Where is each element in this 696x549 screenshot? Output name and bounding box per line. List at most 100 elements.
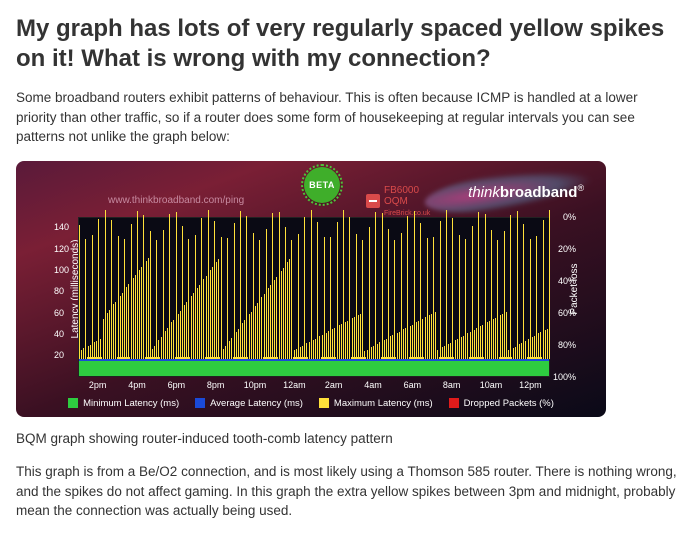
latency-spike [285,227,286,358]
bqm-chart: BETA www.thinkbroadband.com/ping FB6000 … [16,161,606,417]
legend-label: Maximum Latency (ms) [334,398,433,409]
latency-spike [388,229,389,359]
latency-spike [221,237,222,359]
latency-spike [319,336,320,359]
latency-spike [549,210,550,359]
legend-swatch [195,398,205,408]
latency-spike [401,233,402,359]
legend-item: Dropped Packets (%) [449,398,554,409]
latency-spike [339,325,340,358]
latency-spike [139,270,140,359]
x-tick: 12am [283,380,306,390]
latency-spike [543,220,544,359]
y-axis-right-label: Packet loss [569,263,580,314]
latency-spike [236,332,237,359]
latency-spike [92,235,93,358]
x-tick: 8am [443,380,461,390]
latency-spike [103,319,104,359]
latency-spike [334,328,335,359]
latency-spike [191,296,192,358]
latency-spike [478,212,479,359]
y-right-tick: 20% [558,244,576,254]
latency-spike [315,339,316,359]
latency-spike [231,338,232,359]
latency-spike [287,262,288,358]
legend-item: Maximum Latency (ms) [319,398,433,409]
latency-spike [399,332,400,359]
latency-spike [167,328,168,358]
latency-spike [182,226,183,358]
latency-spike [137,211,138,359]
spike-layer [79,218,549,376]
latency-spike [210,270,211,358]
x-tick: 4am [364,380,382,390]
latency-spike [163,230,164,359]
latency-spike [341,324,342,358]
legend-label: Average Latency (ms) [210,398,303,409]
latency-spike [405,328,406,359]
latency-spike [184,305,185,359]
firebrick-text: FB6000 OQM FireBrick.co.uk [384,185,430,218]
latency-spike [358,315,359,359]
latency-spike [197,288,198,359]
latency-spike [534,336,535,359]
latency-spike [227,238,228,359]
latency-spike [195,235,196,359]
latency-spike [343,210,344,358]
legend-swatch [319,398,329,408]
latency-spike [274,280,275,359]
latency-spike [107,313,108,359]
firebrick-icon [366,194,380,208]
latency-spike [206,276,207,359]
x-tick: 2am [325,380,343,390]
latency-spike [173,320,174,359]
latency-spike [216,262,217,359]
latency-spike [169,214,170,359]
latency-spike [234,223,235,358]
latency-spike [322,335,323,359]
latency-spike [332,329,333,359]
latency-spike [266,229,267,359]
latency-spike [214,221,215,359]
latency-spike [298,234,299,359]
latency-spike [148,258,149,359]
y-left-tick: 100 [54,265,69,275]
latency-spike [337,222,338,359]
latency-spike [467,333,468,359]
latency-spike [291,240,292,359]
legend-label: Minimum Latency (ms) [83,398,179,409]
latency-spike [517,211,518,359]
intro-paragraph: Some broadband routers exhibit patterns … [16,88,680,147]
latency-spike [251,312,252,359]
latency-spike [255,306,256,359]
x-tick: 10pm [244,380,267,390]
x-tick: 4pm [128,380,146,390]
latency-spike [502,314,503,359]
latency-spike [283,268,284,359]
latency-spike [412,325,413,359]
y-left-tick: 40 [54,329,64,339]
latency-spike [362,240,363,359]
latency-spike [109,310,110,359]
latency-spike [485,214,486,359]
x-tick: 12pm [519,380,542,390]
latency-spike [311,210,312,358]
latency-spike [459,235,460,359]
latency-spike [135,275,136,358]
latency-spike [105,210,106,359]
latency-spike [249,314,250,358]
latency-spike [208,210,209,358]
latency-spike [418,321,419,359]
latency-spike [349,217,350,359]
latency-spike [304,217,305,359]
latency-spike [131,224,132,358]
y-left-tick: 20 [54,350,64,360]
latency-spike [165,331,166,359]
latency-spike [472,226,473,358]
ping-url-label: www.thinkbroadband.com/ping [108,195,244,206]
chart-caption: BQM graph showing router-induced tooth-c… [16,429,680,449]
x-tick: 6pm [168,380,186,390]
latency-spike [201,218,202,359]
legend-swatch [449,398,459,408]
latency-spike [427,238,428,359]
